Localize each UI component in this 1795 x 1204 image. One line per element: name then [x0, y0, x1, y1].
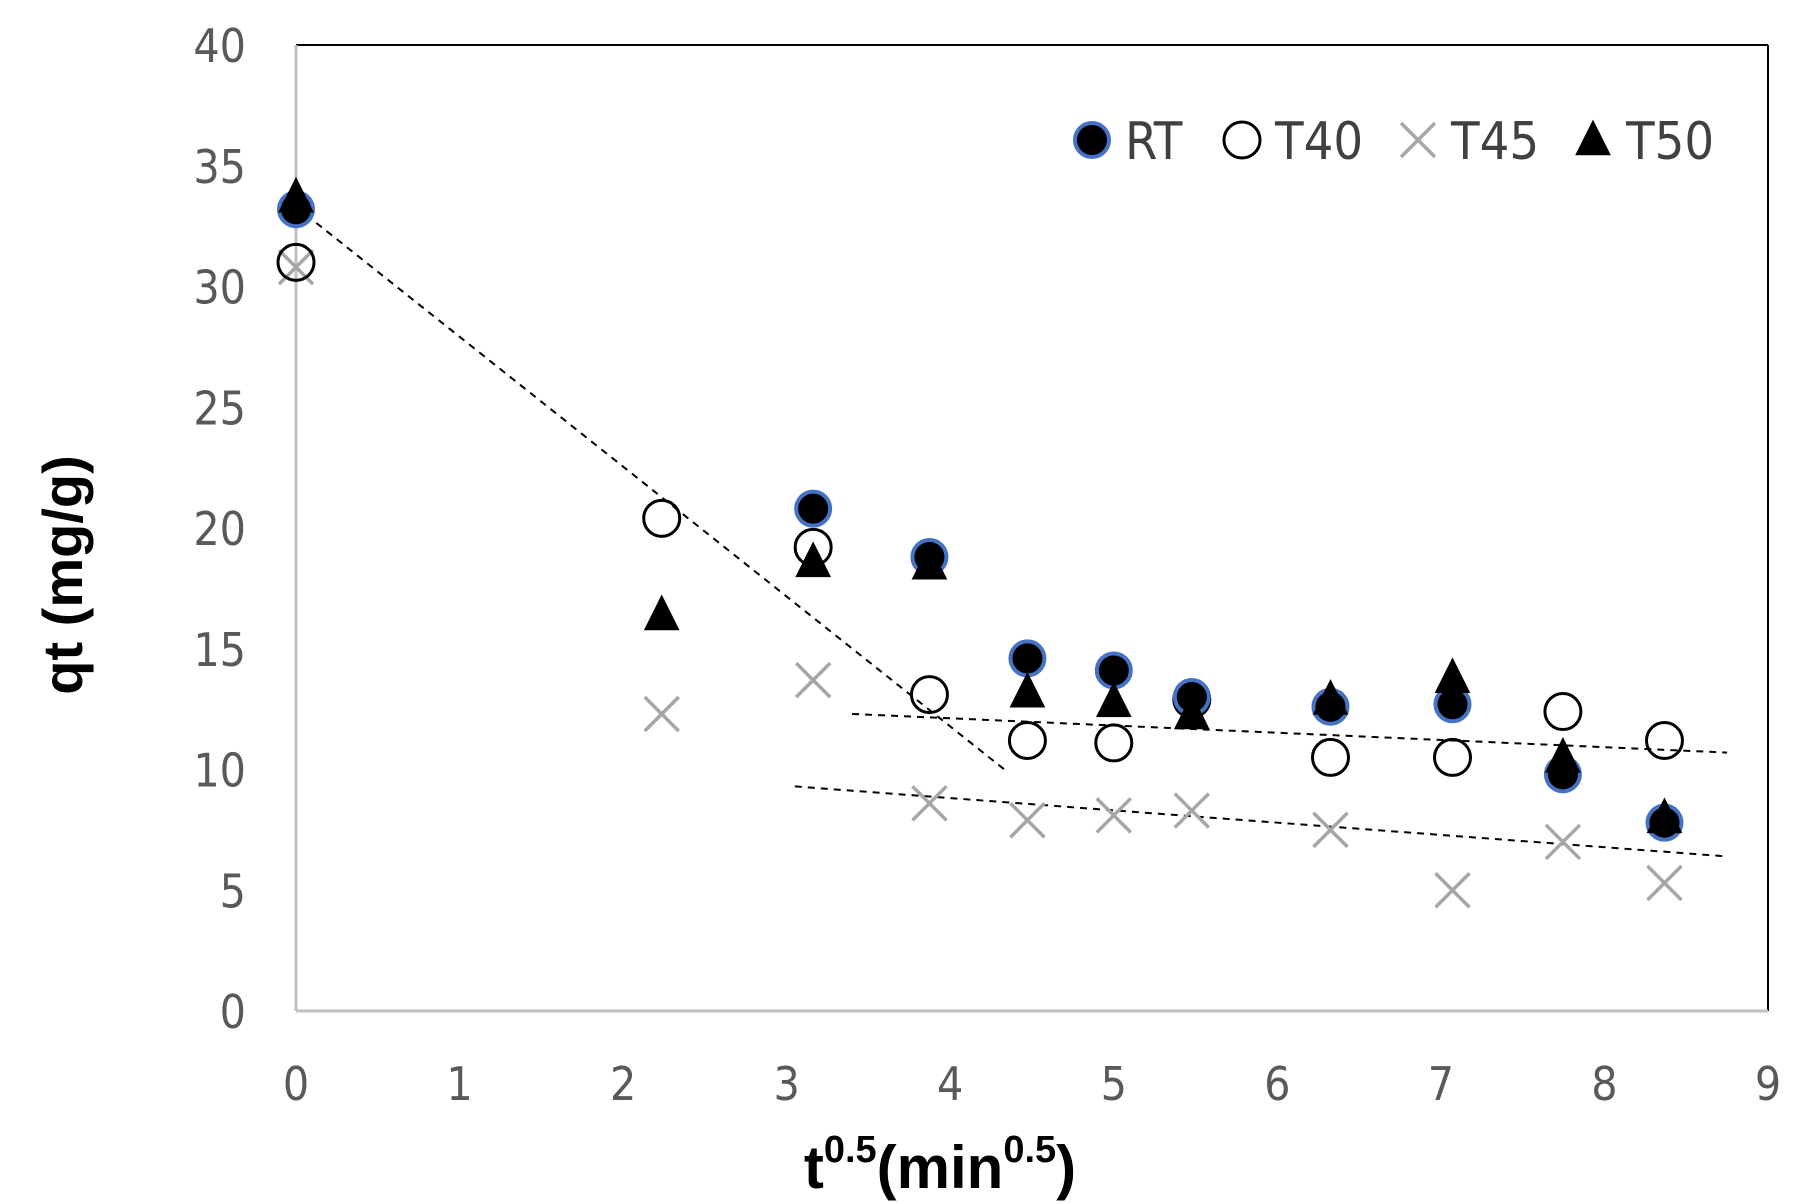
x-axis-title-unit: (min — [877, 1134, 1004, 1201]
trendline-upper-plateau-fit — [852, 712, 1728, 754]
x-axis-ticks: 0 1 2 3 4 5 6 7 8 9 — [283, 1057, 1781, 1111]
data-point-T45 — [911, 785, 948, 822]
x-tick-label: 3 — [774, 1057, 800, 1111]
x-axis-title: t0.5(min0.5) — [804, 1129, 1076, 1201]
x-tick-label: 7 — [1428, 1057, 1454, 1111]
data-point-T40 — [1094, 723, 1134, 763]
legend: RT T40 T45 T50 — [1073, 112, 1714, 172]
data-point-T40 — [1007, 721, 1047, 761]
x-tick-label: 1 — [446, 1057, 472, 1111]
legend-item-T50: T50 — [1575, 112, 1714, 172]
data-point-T40 — [1310, 737, 1350, 777]
legend-item-T40: T40 — [1222, 112, 1363, 172]
y-tick-label: 0 — [220, 985, 246, 1039]
data-point-T50 — [795, 541, 832, 578]
y-tick-label: 5 — [220, 864, 246, 918]
data-point-T45 — [1434, 872, 1471, 909]
data-point-T45 — [1544, 823, 1582, 861]
x-tick-label: 4 — [937, 1057, 963, 1111]
x-axis-title-close: ) — [1056, 1134, 1076, 1201]
data-point-T50 — [1545, 737, 1581, 773]
y-tick-label: 10 — [193, 744, 246, 798]
y-tick-label: 35 — [193, 140, 246, 194]
legend-item-T45: T45 — [1399, 112, 1539, 172]
series-layer — [276, 176, 1684, 909]
legend-label-RT: RT — [1125, 112, 1183, 172]
data-point-T45 — [277, 248, 315, 286]
data-point-T50 — [278, 176, 314, 213]
data-point-T40 — [909, 675, 949, 715]
x-tick-label: 2 — [610, 1057, 636, 1111]
data-point-T50 — [1646, 797, 1683, 834]
data-point-T40 — [642, 498, 682, 538]
trendline-initial-stage-fit — [295, 206, 1009, 773]
series-T40 — [276, 242, 1684, 777]
x-tick-label: 9 — [1755, 1057, 1781, 1111]
data-point-T45 — [1312, 811, 1349, 849]
data-point-T45 — [1646, 864, 1683, 902]
y-axis-ticks: 0 5 10 15 20 25 30 35 40 — [193, 19, 246, 1039]
x-axis-title-sup2: 0.5 — [1003, 1129, 1056, 1171]
legend-label-T40: T40 — [1274, 112, 1363, 172]
data-point-T40 — [276, 242, 316, 282]
data-point-T45 — [1173, 792, 1211, 829]
series-T45 — [277, 248, 1683, 909]
data-point-T50 — [1173, 693, 1210, 730]
data-point-T40 — [1644, 721, 1684, 761]
x-tick-label: 0 — [283, 1057, 309, 1111]
data-point-T40 — [1543, 692, 1583, 732]
x-axis-title-sup1: 0.5 — [824, 1129, 877, 1171]
legend-item-RT: RT — [1073, 112, 1183, 172]
legend-label-T50: T50 — [1625, 112, 1714, 172]
y-tick-label: 25 — [193, 381, 246, 435]
data-point-T50 — [643, 594, 680, 631]
x-axis-title-base: t — [804, 1134, 824, 1201]
legend-marker-T45 — [1399, 121, 1437, 159]
data-point-T50 — [1095, 681, 1132, 718]
data-point-T50 — [1312, 679, 1349, 715]
x-tick-label: 6 — [1264, 1057, 1290, 1111]
y-tick-label: 20 — [193, 502, 246, 556]
x-tick-label: 8 — [1591, 1057, 1617, 1111]
y-tick-label: 15 — [193, 623, 246, 677]
x-tick-label: 5 — [1101, 1057, 1127, 1111]
legend-marker-T50 — [1575, 119, 1611, 156]
data-point-T45 — [794, 661, 832, 699]
data-point-RT — [794, 489, 833, 528]
data-point-T45 — [643, 695, 680, 733]
legend-marker-RT — [1073, 121, 1111, 159]
data-point-T40 — [1433, 737, 1473, 777]
data-point-T45 — [1095, 797, 1133, 834]
y-tick-label: 40 — [193, 19, 246, 73]
legend-label-T45: T45 — [1450, 112, 1539, 172]
data-point-T50 — [911, 543, 948, 580]
trendlines — [295, 206, 1728, 858]
data-point-T50 — [1434, 657, 1471, 694]
y-tick-label: 30 — [193, 261, 246, 315]
legend-marker-T40 — [1222, 120, 1262, 160]
series-T50 — [278, 176, 1683, 834]
data-point-T45 — [1009, 801, 1046, 839]
data-point-RT — [1008, 639, 1047, 678]
data-point-T50 — [1009, 671, 1046, 708]
y-axis-title: qt (mg/g) — [31, 455, 94, 694]
